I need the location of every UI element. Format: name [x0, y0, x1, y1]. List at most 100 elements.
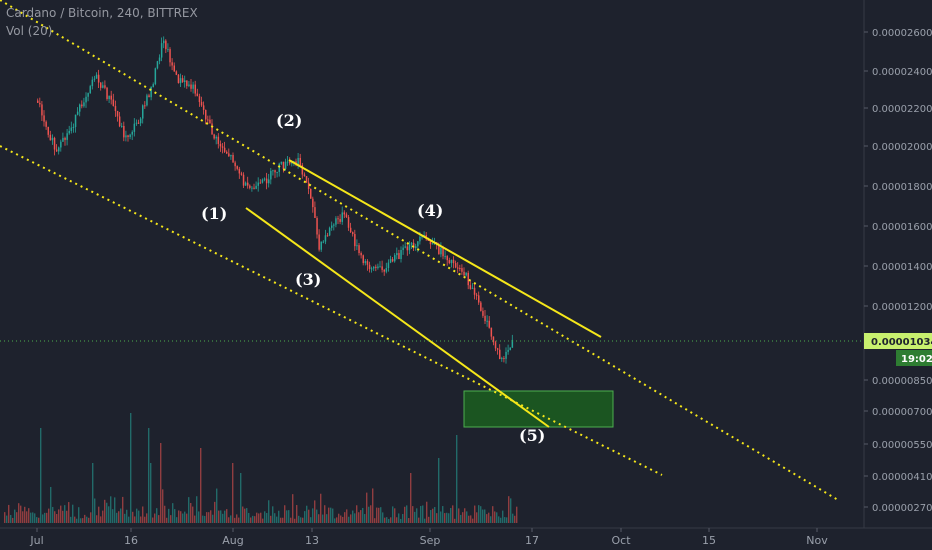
volume-bar — [382, 512, 384, 523]
candle-body — [259, 182, 262, 184]
lower-channel-dotted-line[interactable] — [0, 145, 663, 476]
volume-bar — [286, 510, 288, 523]
volume-bar — [64, 505, 66, 523]
candle-body — [335, 218, 337, 225]
volume-bar — [100, 516, 102, 523]
candle-body — [133, 123, 136, 132]
candle-body — [169, 49, 171, 63]
volume-bar — [60, 505, 62, 523]
candle-body — [116, 110, 119, 117]
volume-bar — [350, 514, 352, 523]
candle-body — [448, 260, 451, 264]
volume-bar — [192, 506, 194, 523]
candle-body — [55, 149, 58, 152]
candle-body — [255, 185, 257, 189]
candle-body — [370, 268, 373, 270]
volume-bar — [378, 507, 380, 523]
volume-bar — [458, 508, 460, 523]
volume-indicator-label[interactable]: Vol (20) — [6, 24, 53, 38]
volume-bar — [208, 512, 210, 523]
candle-body — [160, 43, 163, 58]
volume-bar — [508, 496, 510, 523]
candle-body — [400, 249, 402, 260]
volume-bar — [450, 507, 452, 523]
x-tick-label: Nov — [806, 534, 828, 547]
candle-body — [366, 261, 369, 265]
candle-body — [177, 74, 180, 84]
volume-bar — [438, 458, 440, 523]
volume-bar — [388, 518, 390, 523]
volume-bar — [466, 511, 468, 523]
candle-body — [60, 141, 62, 148]
volume-bar — [234, 517, 236, 523]
volume-bar — [212, 514, 214, 523]
candle-body — [102, 85, 104, 88]
candle-body — [301, 165, 304, 175]
candle-body — [167, 49, 169, 51]
candle-body — [339, 219, 341, 222]
volume-bar — [326, 514, 328, 523]
candle-body — [89, 86, 91, 94]
candle-body — [404, 246, 406, 248]
upper-channel-solid-line[interactable] — [288, 159, 602, 338]
volume-bar — [276, 516, 278, 523]
candle-body — [112, 99, 115, 106]
volume-bar — [126, 509, 128, 523]
candle-body — [345, 214, 348, 218]
volume-bar — [170, 515, 172, 523]
volume-bar — [178, 510, 180, 523]
candle-body — [410, 242, 413, 245]
candle-body — [131, 131, 133, 135]
y-tick-label: 0.00000270 — [872, 503, 932, 514]
candle-body — [499, 349, 501, 360]
volume-bar — [314, 500, 316, 523]
candle-body — [341, 212, 343, 222]
volume-bar — [80, 518, 82, 523]
volume-bar — [150, 463, 152, 523]
candle-body — [135, 122, 138, 124]
lower-channel-solid-line[interactable] — [245, 207, 550, 428]
candle-body — [81, 104, 83, 107]
volume-bar — [182, 513, 184, 523]
y-tick-label: 0.00000850 — [872, 376, 932, 387]
volume-bar — [334, 518, 336, 523]
volume-bar — [132, 511, 134, 523]
candle-body — [165, 40, 167, 50]
target-zone-box[interactable] — [463, 390, 614, 428]
candle-body — [186, 80, 188, 86]
candle-body — [51, 137, 54, 141]
candle-body — [326, 235, 329, 237]
volume-bar — [120, 508, 122, 523]
candle-body — [379, 266, 381, 268]
volume-bar — [92, 463, 94, 523]
volume-bar — [492, 506, 494, 523]
volume-bar — [324, 505, 326, 523]
volume-bar — [248, 512, 250, 523]
candle-body — [373, 266, 375, 269]
volume-bar — [462, 512, 464, 523]
volume-bar — [310, 517, 312, 523]
candle-body — [70, 127, 73, 131]
candle-body — [352, 232, 354, 235]
upper-channel-dotted-line[interactable] — [0, 0, 839, 501]
candle-body — [93, 78, 96, 80]
candle-body — [207, 119, 209, 121]
candle-body — [270, 170, 272, 180]
volume-bar — [240, 473, 242, 523]
symbol-title[interactable]: Cardano / Bitcoin, 240, BITTREX — [6, 6, 198, 20]
volume-bar — [460, 514, 462, 523]
volume-bar — [38, 517, 40, 523]
volume-bar — [130, 413, 132, 523]
candle-body — [64, 137, 66, 140]
volume-bar — [414, 511, 416, 523]
volume-bar — [194, 515, 196, 523]
candle-body — [121, 125, 123, 127]
volume-bar — [500, 517, 502, 523]
candle-body — [419, 236, 421, 242]
candle-body — [232, 155, 234, 163]
volume-bar — [346, 509, 348, 523]
candle-body — [97, 74, 100, 83]
volume-bar — [86, 516, 88, 523]
candle-body — [280, 161, 283, 164]
